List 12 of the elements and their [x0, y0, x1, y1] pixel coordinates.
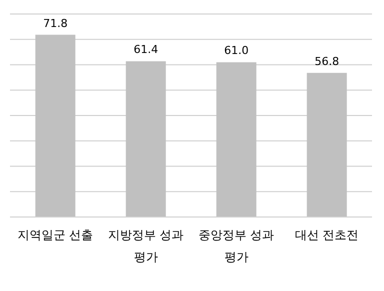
- data-label: 61.4: [134, 43, 158, 56]
- data-label: 61.0: [224, 44, 249, 58]
- bar: [126, 61, 166, 217]
- data-label: 56.8: [314, 54, 340, 68]
- x-tick-label: 중앙정부 성과 평가: [198, 228, 274, 264]
- x-tick-label: 지방정부 성과 평가: [108, 228, 184, 264]
- x-tick-label: 지역일군 선출: [17, 228, 94, 242]
- x-tick-label: 대선 전초전: [294, 228, 359, 242]
- bar: [35, 34, 76, 217]
- bar: [216, 62, 256, 217]
- bar: [306, 72, 347, 217]
- data-label: 71.8: [43, 16, 68, 30]
